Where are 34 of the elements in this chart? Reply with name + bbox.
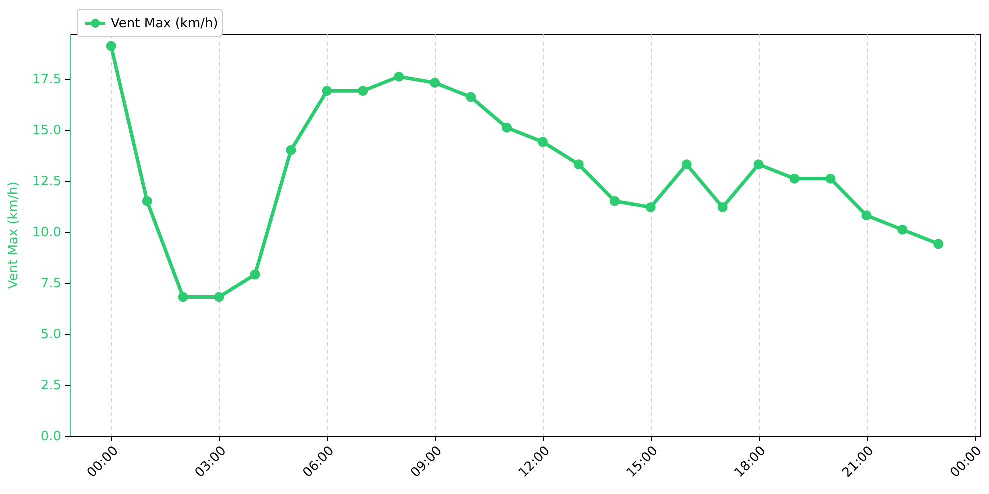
point [790, 174, 800, 184]
point [682, 160, 692, 170]
y-tick-label: 15.0 [32, 123, 62, 138]
y-tick-label: 12.5 [32, 174, 62, 190]
point [538, 137, 548, 148]
point [142, 196, 152, 206]
point [322, 86, 332, 96]
point [430, 78, 440, 88]
y-tick-label: 17.5 [32, 72, 62, 88]
legend-label: Vent Max (km/h) [111, 16, 218, 32]
point [610, 196, 620, 206]
point [502, 122, 512, 133]
point [466, 92, 476, 102]
point [574, 160, 584, 170]
point [286, 145, 296, 156]
point [754, 160, 764, 170]
point [214, 292, 224, 302]
point [394, 72, 404, 82]
point [898, 224, 908, 235]
y-tick-label: 5.0 [40, 327, 62, 342]
y-axis-title: Vent Max (km/h) [6, 182, 22, 290]
point [250, 270, 260, 280]
point [934, 239, 944, 250]
point [106, 41, 116, 52]
point [646, 202, 656, 212]
y-tick-label: 7.5 [40, 276, 62, 292]
point [178, 292, 188, 302]
y-tick-label: 10.0 [32, 225, 62, 240]
point [826, 174, 836, 184]
point [862, 210, 872, 221]
y-tick-label: 2.5 [40, 378, 62, 394]
y-tick-label: 0.0 [40, 430, 62, 444]
point [718, 202, 728, 212]
point [358, 86, 368, 96]
